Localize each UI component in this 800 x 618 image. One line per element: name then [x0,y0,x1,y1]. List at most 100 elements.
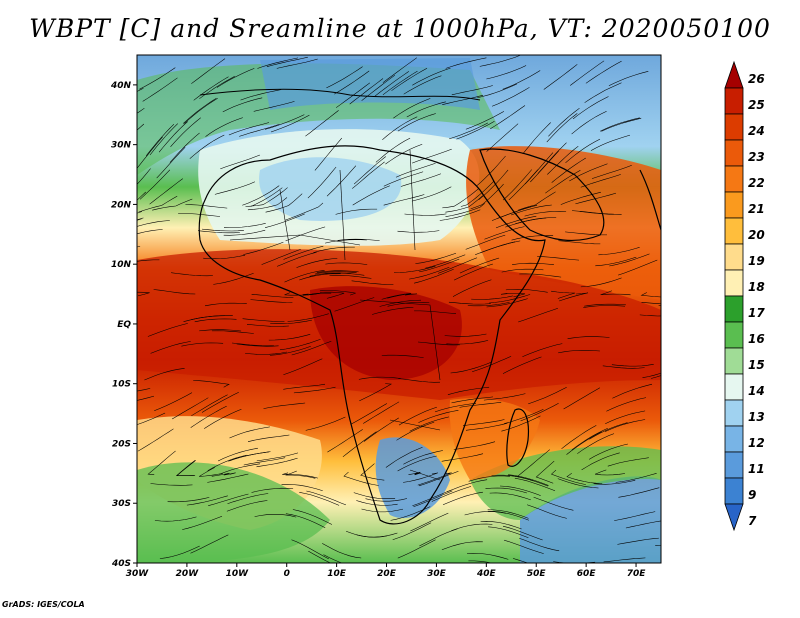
streamline [261,249,301,265]
streamline [204,408,242,429]
streamline [219,463,261,475]
streamline [245,187,283,207]
streamline [451,85,493,96]
streamline [356,500,398,506]
streamline [470,183,504,210]
streamline [557,478,599,489]
streamline [181,342,224,347]
streamline [501,415,541,432]
streamline [535,460,555,484]
streamline [240,89,282,101]
streamline [287,313,329,322]
streamline [563,387,601,410]
colorbar-box [724,165,744,193]
y-tick-label: 40N [110,81,132,91]
streamline [442,491,483,506]
streamline [537,142,567,174]
y-tick-label: 40S [111,559,131,569]
streamline [307,166,337,199]
streamline [256,457,298,468]
streamline [607,457,649,467]
streamline [411,186,452,202]
map-area [137,55,661,563]
streamline [191,394,228,417]
streamline [193,380,230,388]
streamline [479,55,521,67]
streamline [418,470,459,487]
streamline [137,259,160,262]
colorbar-box [724,243,744,271]
colorbar-box [724,113,744,141]
streamline [159,545,200,559]
streamline [207,454,247,471]
streamline [445,203,485,217]
streamline [551,290,576,299]
streamline [199,467,224,477]
streamline [291,539,329,560]
med-blue [260,58,480,110]
streamline [603,557,646,563]
colorbar-label: 11 [748,462,765,476]
streamline [484,226,525,240]
streamline [459,401,502,408]
x-tick-label: 30W [126,569,150,579]
streamline [207,473,249,483]
streamline [658,305,661,306]
streamline [418,410,459,423]
streamline [448,301,491,305]
streamline [598,247,640,256]
streamline [322,272,365,276]
streamline [334,297,375,312]
streamline [365,498,408,502]
streamline [395,162,436,178]
streamline [199,329,242,332]
streamline [137,107,145,114]
y-tick-label: 20S [112,439,131,449]
streamline [144,368,185,381]
streamline [382,70,418,96]
colorbar-box [724,139,744,167]
streamline [511,235,554,241]
streamline [346,530,388,538]
streamline [137,395,155,401]
streamline [419,258,460,273]
streamline [502,525,543,541]
streamline [292,509,333,525]
streamline [581,452,620,471]
streamline [306,490,347,506]
streamline [171,397,209,420]
streamline [569,163,608,182]
streamline [488,511,529,521]
streamline [305,416,346,431]
streamline [269,346,311,356]
streamline [327,429,363,453]
streamline [283,383,326,390]
streamline [412,489,452,506]
streamline [615,473,657,483]
streamline [270,114,310,133]
streamline [465,234,506,250]
streamline [600,290,631,296]
streamline [595,256,637,267]
streamline [599,117,640,132]
streamline [137,388,151,392]
streamline [486,65,527,80]
streamline [438,257,478,274]
streamline [571,111,607,135]
streamline [361,74,396,101]
streamline [453,263,493,281]
streamline [612,383,653,399]
streamline [213,272,254,285]
x-tick-label: 10W [226,569,250,579]
streamline [551,157,586,183]
streamline [580,277,622,288]
streamline [585,60,622,84]
streamline [434,403,477,413]
streamline [391,67,428,91]
colorbar-box [724,191,744,219]
streamline [446,479,488,493]
streamline [137,291,150,297]
x-tick-label: 10E [327,569,347,579]
streamline [184,97,218,124]
streamline [361,508,404,513]
